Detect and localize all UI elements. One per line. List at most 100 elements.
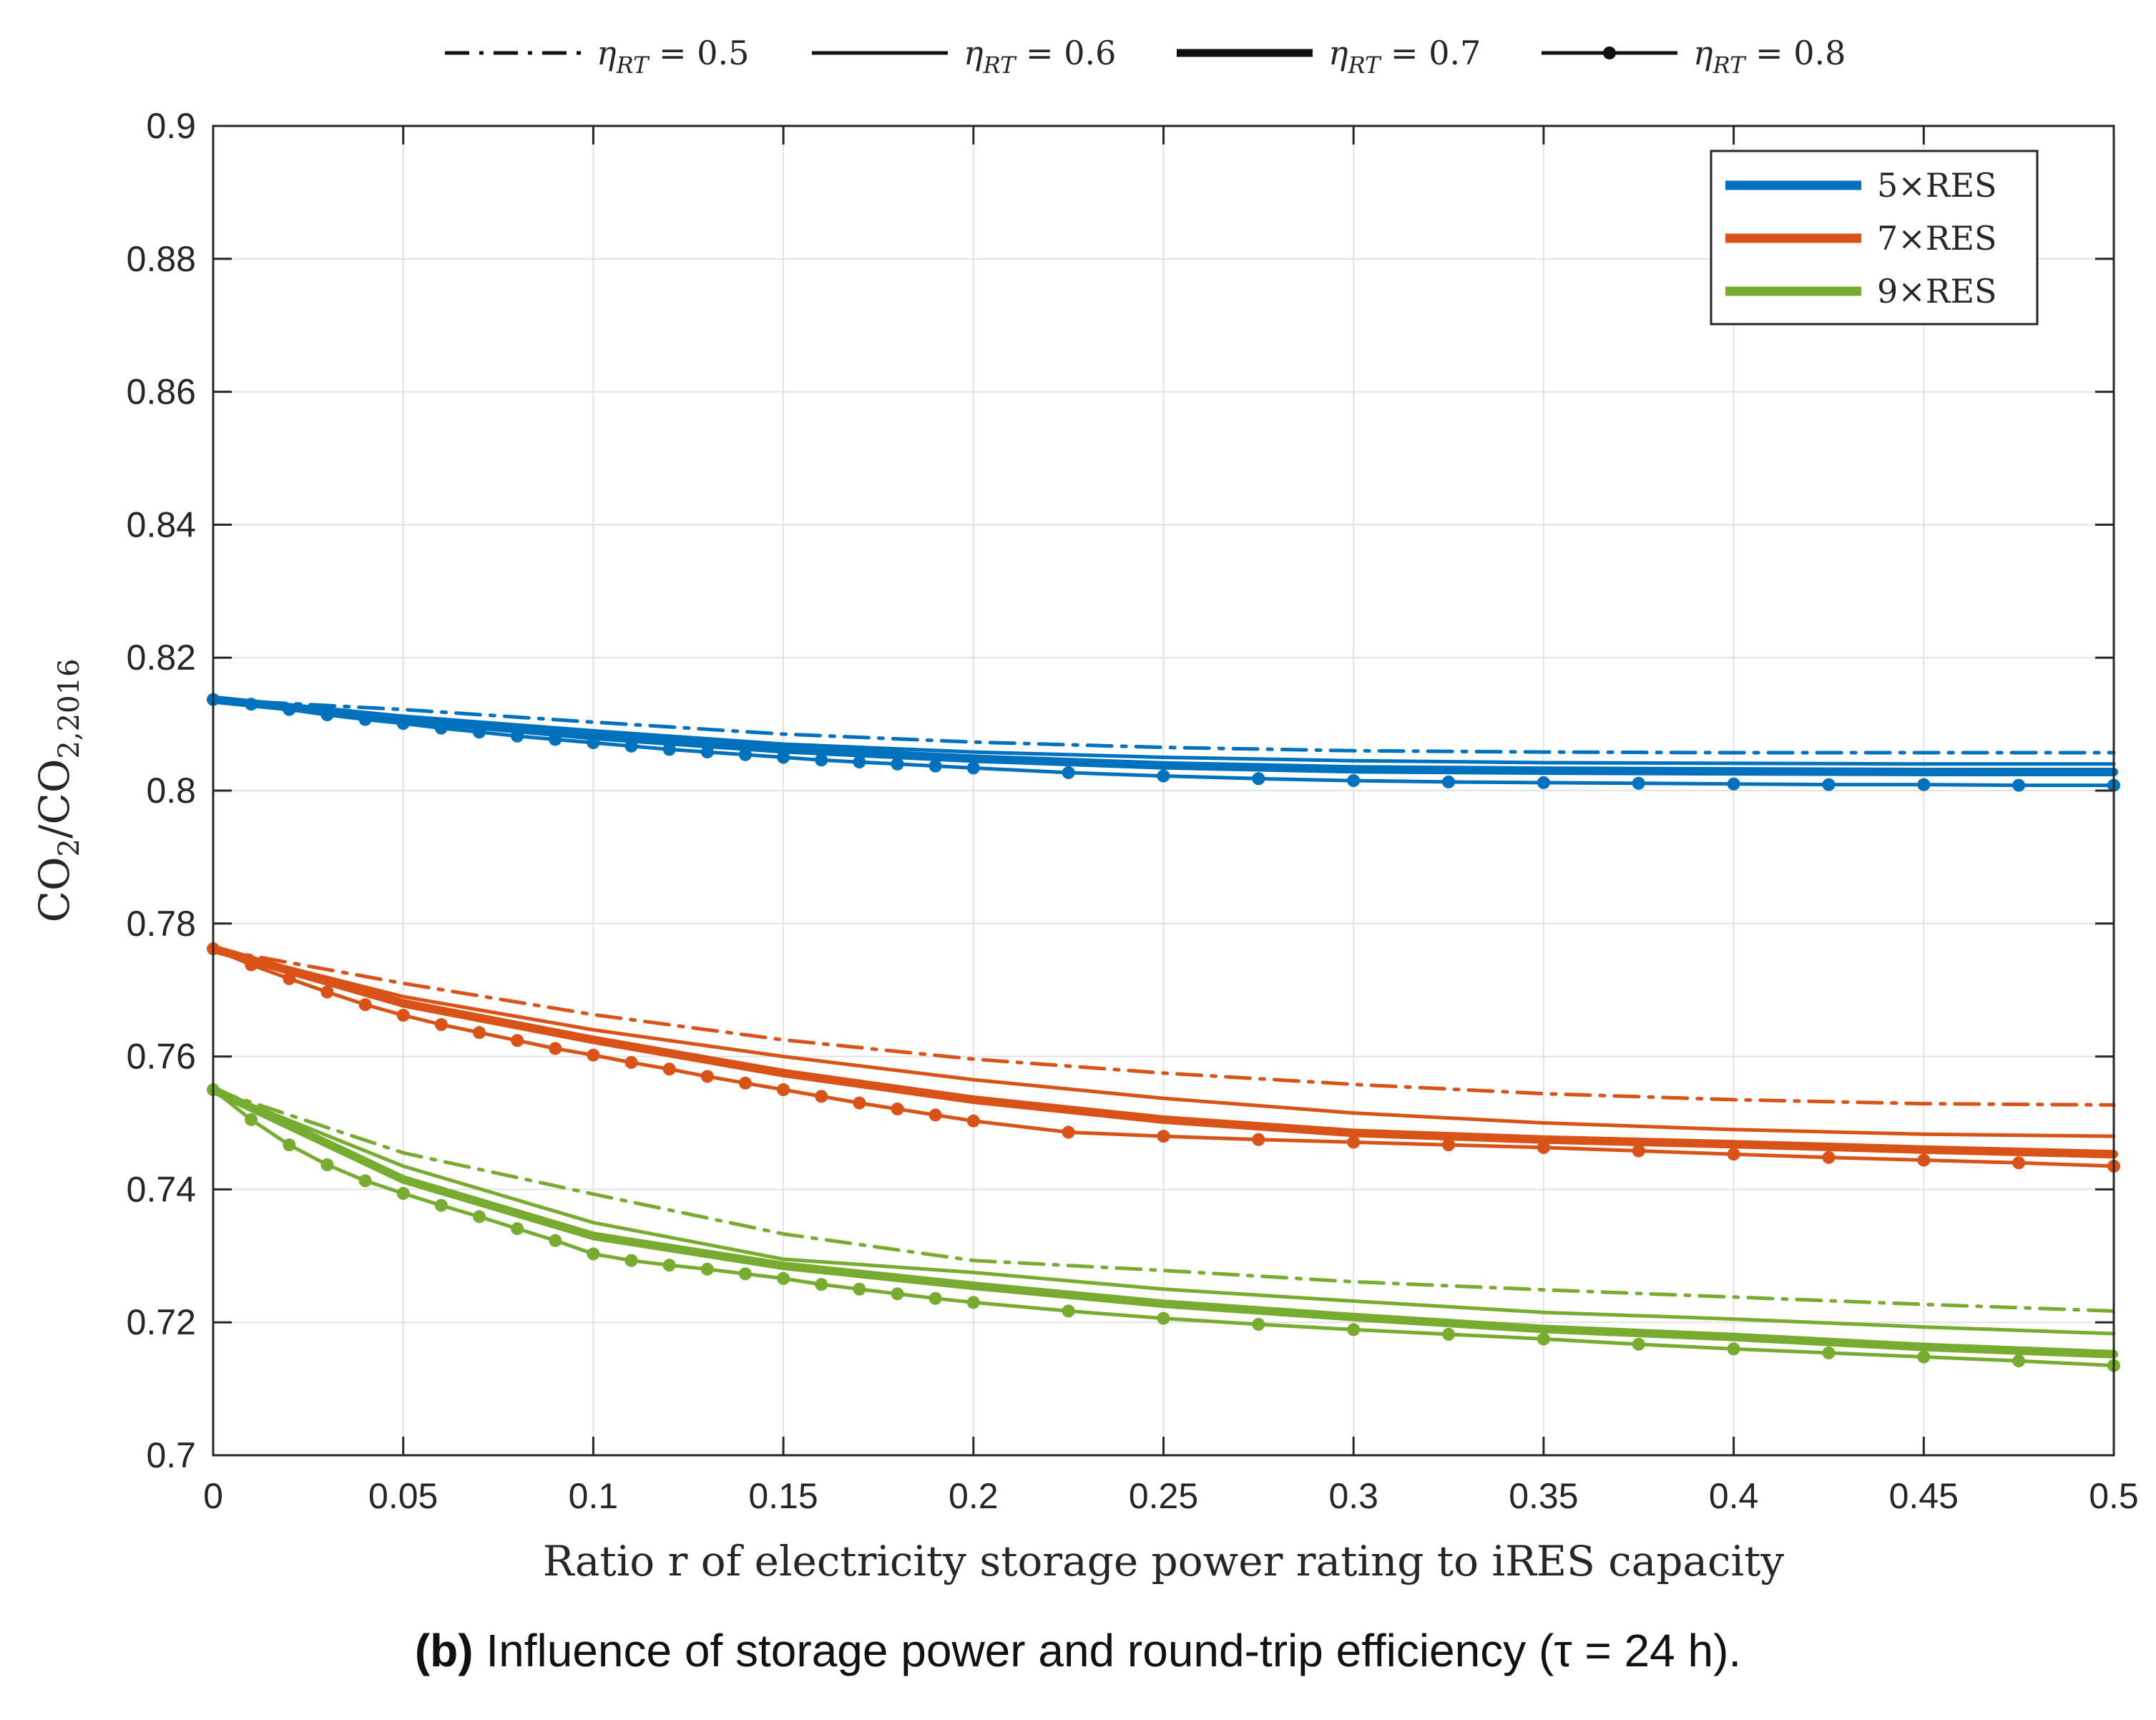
style-legend-label: ηRT = 0.5 — [597, 34, 749, 79]
series-point — [549, 1042, 562, 1055]
series-point — [1822, 1150, 1836, 1164]
x-tick-label: 0.3 — [1328, 1476, 1378, 1516]
series-point — [928, 759, 942, 773]
series-point — [434, 1018, 448, 1032]
series-point — [320, 708, 334, 722]
y-tick-label: 0.86 — [127, 372, 196, 412]
series-point — [549, 1233, 562, 1247]
series-point — [511, 729, 524, 743]
series-point — [662, 1062, 676, 1076]
series-point — [511, 1222, 524, 1236]
series-point — [396, 717, 410, 730]
series-point — [320, 1158, 334, 1172]
series-point — [815, 753, 828, 767]
series-point — [662, 743, 676, 756]
series-point — [662, 1259, 676, 1272]
series-point — [472, 1210, 486, 1223]
series-point — [434, 1198, 448, 1212]
series-point — [624, 1254, 638, 1267]
series-line — [211, 698, 2116, 766]
series-point — [1062, 1125, 1075, 1139]
series-point — [1727, 777, 1740, 791]
series-point — [928, 1291, 942, 1305]
x-tick-label: 0.5 — [2089, 1476, 2139, 1516]
series-point — [283, 1138, 296, 1152]
series-point — [738, 1267, 752, 1281]
series-point — [777, 1083, 790, 1097]
series-point — [966, 1296, 980, 1309]
series-point — [1157, 769, 1170, 783]
series-point — [1822, 1346, 1836, 1359]
x-tick-label: 0.45 — [1889, 1476, 1959, 1516]
series-point — [1157, 1130, 1170, 1143]
x-tick-label: 0.25 — [1129, 1476, 1198, 1516]
color-legend-label: 9×RES — [1877, 272, 1997, 311]
y-tick-label: 0.7 — [146, 1435, 196, 1475]
series-point — [853, 1282, 866, 1296]
series-line — [211, 947, 2116, 1107]
series-point — [928, 1108, 942, 1122]
series-point — [587, 1247, 600, 1261]
y-tick-label: 0.74 — [127, 1169, 196, 1209]
series-point — [1442, 1138, 1456, 1152]
x-tick-label: 0.05 — [368, 1476, 438, 1516]
caption-text: Influence of storage power and round-tri… — [473, 1625, 1742, 1676]
series-point — [700, 1262, 714, 1276]
series-point — [245, 1113, 258, 1126]
series-point — [1917, 1350, 1931, 1364]
series-point — [587, 736, 600, 750]
y-tick-label: 0.78 — [127, 904, 196, 944]
x-tick-label: 0.1 — [569, 1476, 619, 1516]
series-point — [1727, 1148, 1740, 1161]
series-line — [211, 1088, 2116, 1336]
series-point — [1442, 775, 1456, 788]
series-point — [2012, 778, 2026, 792]
series-point — [1822, 778, 1836, 791]
series-point — [2012, 1354, 2026, 1368]
series-point — [396, 1009, 410, 1022]
x-tick-label: 0.15 — [748, 1476, 818, 1516]
series-point — [358, 998, 372, 1012]
y-tick-label: 0.82 — [127, 637, 196, 678]
series-point — [777, 1271, 790, 1285]
series-point — [472, 1026, 486, 1040]
series-point — [1347, 1135, 1361, 1149]
series-point — [1632, 776, 1645, 790]
y-tick-label: 0.88 — [127, 239, 196, 279]
series-point — [853, 756, 866, 769]
series-point — [815, 1090, 828, 1103]
series-point — [624, 739, 638, 753]
y-tick-label: 0.84 — [127, 504, 196, 544]
series-point — [966, 1114, 980, 1128]
series-point — [738, 748, 752, 761]
x-tick-label: 0.35 — [1509, 1476, 1578, 1516]
series-layer — [207, 693, 2120, 1372]
series-point — [472, 725, 486, 739]
y-axis-label: CO2/CO2,2016 — [30, 659, 86, 923]
efficiency-style-legend: ηRT = 0.5 ηRT = 0.6 ηRT = 0.7 ηRT = 0.8 — [445, 34, 1846, 79]
series-point — [1537, 1140, 1550, 1154]
series-point — [358, 1174, 372, 1188]
series-line — [211, 698, 2116, 755]
series-line — [209, 944, 2118, 1159]
x-axis-label: Ratio r of electricity storage power rat… — [543, 1537, 1785, 1585]
series-point — [1632, 1144, 1645, 1158]
color-legend-label: 7×RES — [1877, 219, 1997, 258]
series-point — [1347, 1323, 1361, 1337]
series-point — [1252, 1133, 1265, 1146]
style-legend-label: ηRT = 0.6 — [964, 34, 1116, 79]
y-tick-label: 0.76 — [127, 1037, 196, 1077]
x-tick-label: 0 — [203, 1476, 223, 1516]
series-point — [891, 1102, 904, 1115]
series-point — [1347, 774, 1361, 788]
series-point — [891, 1287, 904, 1301]
color-legend-label: 5×RES — [1877, 166, 1997, 205]
series-point — [2012, 1156, 2026, 1170]
series-point — [777, 751, 790, 764]
color-legend: 5×RES 7×RES 9×RES — [1710, 150, 2039, 326]
series-point — [358, 713, 372, 726]
series-point — [1157, 1311, 1170, 1325]
caption-panel-label: (b) — [414, 1625, 474, 1676]
axis-ticks: 0 0.05 0.1 0.15 0.2 0.25 0.3 0.35 0.4 0.45 0.5 0.7 0… — [127, 106, 2139, 1516]
